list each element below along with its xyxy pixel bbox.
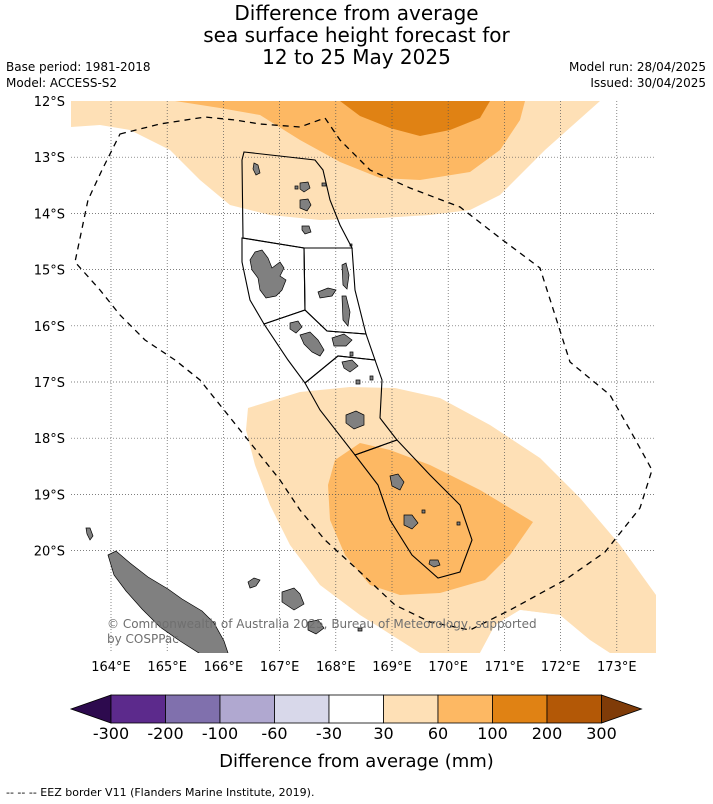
colorbar-tick-label: 30 [373,724,394,743]
issued-text: Issued: 30/04/2025 [590,76,706,90]
island-shepherds [355,379,361,385]
island-belep [85,527,94,541]
longitude-label: 172°E [541,660,581,675]
colorbar-tick-label: 300 [586,724,617,743]
chart-title-line-1: Difference from average [234,1,479,25]
colorbar-bin [165,694,221,724]
island-aneityum [428,559,441,568]
colorbar-bin [546,694,602,724]
island-merelava [321,182,327,187]
island-malo [289,320,303,334]
longitude-label: 169°E [372,660,412,675]
colorbar-bin [274,694,330,724]
province-tafea-outline [354,439,473,579]
colorbar-tick-label: 100 [477,724,508,743]
longitude-label: 166°E [204,660,244,675]
island-walpole [357,627,363,632]
island-small-banks [294,185,299,190]
new-caledonia [85,527,363,653]
longitude-label: 168°E [316,660,356,675]
latitude-label: 14°S [34,207,65,222]
eez-border-line [74,116,653,631]
island-grande-terre [107,550,229,653]
island-torres [252,162,261,176]
colorbar-bin [383,694,439,724]
base-period-text: Base period: 1981-2018 [6,60,151,74]
latitude-label: 17°S [34,376,65,391]
island-ouvea [247,577,261,589]
eez-footnote: -- -- -- EEZ border V11 (Flanders Marine… [6,786,315,799]
vanuatu-islands [249,162,461,568]
colorbar-title: Difference from average (mm) [219,751,494,772]
island-maewo [341,262,350,290]
island-futuna [456,521,461,526]
contour-100-200-north [340,101,490,136]
chart-title-line-3: 12 to 25 May 2025 [262,45,451,69]
colorbar-bin [328,694,384,724]
island-small-north [369,375,374,381]
latitude-label: 19°S [34,488,65,503]
island-efate [345,410,365,430]
island-aniwa [421,509,426,514]
island-espiritu-santo [249,249,287,299]
latitude-label: 15°S [34,264,65,279]
latitude-label: 20°S [34,545,65,560]
latitude-labels: 12°S 13°S 14°S 15°S 16°S 17°S 18°S 19°S 20°S [34,95,65,560]
colorbar-tick-label: -200 [147,724,184,743]
colorbar-bin [437,694,493,724]
latitude-label: 12°S [34,95,65,110]
longitude-label: 173°E [597,660,637,675]
longitude-label: 165°E [147,660,187,675]
contour-60-100-south [328,443,533,595]
colorbar-tick-label: -300 [92,724,130,743]
longitude-label: 167°E [260,660,300,675]
province-boundaries [241,151,473,579]
island-gaua [299,198,312,212]
island-lifou [281,587,305,611]
longitude-label: 164°E [91,660,131,675]
colorbar-tick-label: 60 [427,724,449,743]
model-run-text: Model run: 28/04/2025 [568,60,706,74]
longitude-labels: 164°E 165°E 166°E 167°E 168°E 169°E 170°E 171°E… [91,660,636,675]
colorbar-tick-label: -60 [261,724,288,743]
copyright-notice: © Commonwealth of Australia 2025, Bureau… [107,617,537,646]
colorbar-bin [110,694,166,724]
latitude-label: 18°S [34,432,65,447]
latitude-label: 16°S [34,320,65,335]
island-epi [341,359,359,373]
map-area [71,101,656,653]
island-ambae [317,287,337,299]
colorbar-tick-label: -100 [201,724,239,743]
island-pentecost [341,295,351,327]
colorbar [69,694,643,724]
island-ambrym [331,333,353,347]
island-paama [349,351,354,357]
colorbar-bin [219,694,275,724]
island-vanua-lava [299,181,311,193]
province-shefa-outline [304,355,398,456]
island-erromango [389,473,405,491]
longitude-label: 171°E [485,660,525,675]
colorbar-bin [492,694,548,724]
colorbar-extend-low [69,694,112,724]
latitude-label: 13°S [34,151,65,166]
chart-title-line-2: sea surface height forecast for [203,23,510,47]
colorbar-tick-label: 200 [531,724,563,743]
island-mota-lava [301,225,312,235]
colorbar-extend-high [601,694,643,724]
longitude-label: 170°E [428,660,468,675]
island-malekula [299,331,325,357]
white-notch-south [480,610,575,653]
colorbar-tick-label: -30 [315,724,343,743]
island-mare [307,619,325,635]
model-text: Model: ACCESS-S2 [6,76,118,90]
island-tanna [403,514,419,530]
province-torba-outline [241,151,353,249]
